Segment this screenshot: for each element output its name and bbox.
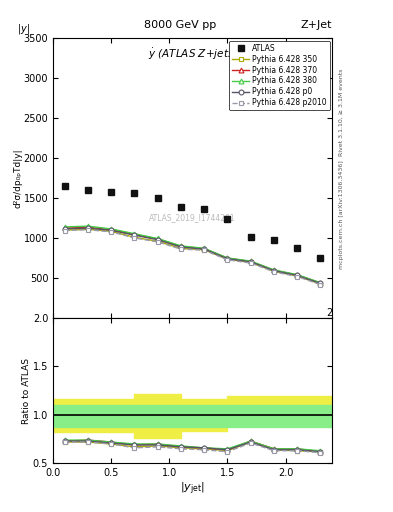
Pythia 6.428 380 (109, 226, 114, 232)
Pythia 6.428 p0 (272, 268, 276, 274)
Pythia 6.428 p0 (295, 272, 299, 279)
Pythia 6.428 350 (109, 228, 114, 234)
ATLAS (132, 190, 137, 196)
Pythia 6.428 380 (248, 258, 253, 264)
Pythia 6.428 370 (62, 225, 67, 231)
Pythia 6.428 380 (132, 230, 137, 237)
Pythia 6.428 350 (132, 234, 137, 240)
Pythia 6.428 370 (155, 236, 160, 242)
Pythia 6.428 p2010 (248, 260, 253, 266)
ATLAS (178, 204, 183, 210)
Line: Pythia 6.428 370: Pythia 6.428 370 (62, 225, 323, 285)
Pythia 6.428 p0 (62, 226, 67, 232)
Pythia 6.428 350 (155, 238, 160, 244)
Text: 8000 GeV pp: 8000 GeV pp (143, 20, 216, 31)
Pythia 6.428 p0 (318, 281, 323, 287)
ATLAS (225, 216, 230, 222)
Pythia 6.428 380 (62, 224, 67, 230)
Pythia 6.428 p2010 (318, 282, 323, 288)
Pythia 6.428 380 (225, 255, 230, 261)
Pythia 6.428 350 (62, 227, 67, 233)
Text: mcplots.cern.ch [arXiv:1306.3436]: mcplots.cern.ch [arXiv:1306.3436] (339, 161, 344, 269)
Line: Pythia 6.428 p2010: Pythia 6.428 p2010 (62, 227, 323, 287)
ATLAS (202, 205, 207, 211)
X-axis label: $|y_{\mathrm{jet}}|$: $|y_{\mathrm{jet}}|$ (180, 481, 205, 497)
Pythia 6.428 370 (202, 246, 207, 252)
Text: Rivet 3.1.10, ≥ 3.1M events: Rivet 3.1.10, ≥ 3.1M events (339, 69, 344, 156)
Pythia 6.428 p2010 (155, 239, 160, 245)
Y-axis label: Ratio to ATLAS: Ratio to ATLAS (22, 358, 31, 423)
Pythia 6.428 370 (86, 224, 90, 230)
ATLAS (318, 254, 323, 261)
Text: ATLAS_2019_I1744201: ATLAS_2019_I1744201 (149, 213, 236, 222)
Pythia 6.428 370 (248, 259, 253, 265)
Pythia 6.428 380 (272, 267, 276, 273)
Pythia 6.428 370 (225, 255, 230, 261)
Pythia 6.428 350 (272, 268, 276, 274)
Text: $|y|$: $|y|$ (17, 22, 30, 36)
Pythia 6.428 370 (318, 280, 323, 286)
Pythia 6.428 370 (295, 272, 299, 278)
Pythia 6.428 p2010 (109, 229, 114, 235)
Pythia 6.428 380 (295, 271, 299, 278)
Text: Z+Jet: Z+Jet (301, 20, 332, 31)
Pythia 6.428 p0 (155, 237, 160, 243)
Pythia 6.428 p2010 (225, 257, 230, 263)
ATLAS (109, 189, 114, 195)
Pythia 6.428 p0 (248, 259, 253, 265)
Pythia 6.428 p2010 (86, 227, 90, 233)
Pythia 6.428 370 (272, 267, 276, 273)
Legend: ATLAS, Pythia 6.428 350, Pythia 6.428 370, Pythia 6.428 380, Pythia 6.428 p0, Py: ATLAS, Pythia 6.428 350, Pythia 6.428 37… (229, 40, 330, 111)
Pythia 6.428 p2010 (202, 247, 207, 253)
Pythia 6.428 350 (178, 245, 183, 251)
Pythia 6.428 370 (109, 227, 114, 233)
ATLAS (295, 245, 299, 251)
Text: 2: 2 (326, 308, 332, 318)
Pythia 6.428 350 (225, 256, 230, 262)
Pythia 6.428 350 (202, 247, 207, 253)
Pythia 6.428 350 (295, 273, 299, 279)
Pythia 6.428 350 (248, 260, 253, 266)
Pythia 6.428 p2010 (178, 246, 183, 252)
Pythia 6.428 p0 (132, 232, 137, 238)
Pythia 6.428 350 (86, 226, 90, 232)
Pythia 6.428 380 (86, 223, 90, 229)
ATLAS (155, 195, 160, 201)
Line: ATLAS: ATLAS (61, 183, 324, 261)
Pythia 6.428 370 (178, 243, 183, 249)
Line: Pythia 6.428 380: Pythia 6.428 380 (62, 224, 323, 285)
Pythia 6.428 380 (155, 236, 160, 242)
Pythia 6.428 p0 (225, 255, 230, 262)
Y-axis label: d²σ/dp₀ₚTd|y|: d²σ/dp₀ₚTd|y| (13, 148, 22, 208)
Pythia 6.428 370 (132, 231, 137, 238)
Pythia 6.428 p0 (178, 244, 183, 250)
Pythia 6.428 p2010 (132, 235, 137, 241)
ATLAS (62, 183, 67, 189)
Line: Pythia 6.428 p0: Pythia 6.428 p0 (62, 226, 323, 286)
Pythia 6.428 p0 (202, 246, 207, 252)
Pythia 6.428 p2010 (272, 269, 276, 275)
Pythia 6.428 350 (318, 281, 323, 287)
Pythia 6.428 380 (178, 243, 183, 249)
Text: $\dot{y}$ (ATLAS Z+jets): $\dot{y}$ (ATLAS Z+jets) (148, 47, 237, 62)
ATLAS (86, 187, 90, 193)
ATLAS (272, 238, 276, 244)
Pythia 6.428 p0 (86, 225, 90, 231)
ATLAS (248, 234, 253, 240)
Pythia 6.428 380 (202, 245, 207, 251)
Pythia 6.428 p2010 (62, 227, 67, 233)
Line: Pythia 6.428 350: Pythia 6.428 350 (62, 227, 323, 286)
Pythia 6.428 p2010 (295, 273, 299, 280)
Pythia 6.428 p0 (109, 227, 114, 233)
Pythia 6.428 380 (318, 280, 323, 286)
